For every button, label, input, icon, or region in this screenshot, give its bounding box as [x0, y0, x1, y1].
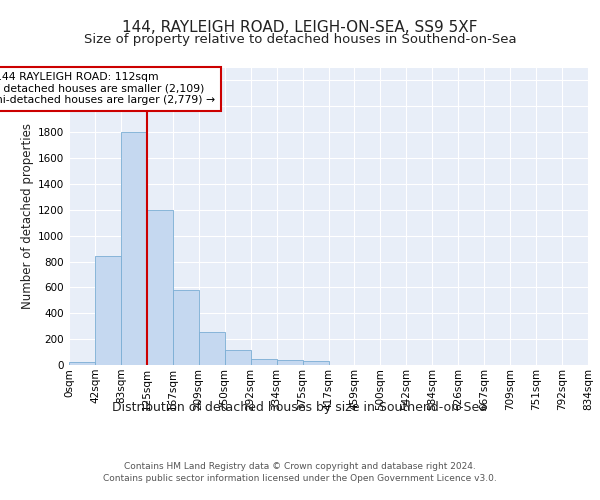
Text: 144 RAYLEIGH ROAD: 112sqm
← 43% of detached houses are smaller (2,109)
57% of se: 144 RAYLEIGH ROAD: 112sqm ← 43% of detac…	[0, 72, 215, 105]
Y-axis label: Number of detached properties: Number of detached properties	[21, 123, 34, 309]
Text: 144, RAYLEIGH ROAD, LEIGH-ON-SEA, SS9 5XF: 144, RAYLEIGH ROAD, LEIGH-ON-SEA, SS9 5X…	[122, 20, 478, 35]
Bar	[251, 359, 277, 365]
Bar	[121, 132, 147, 365]
Bar	[173, 290, 199, 365]
Bar	[302, 361, 329, 365]
Text: Contains HM Land Registry data © Crown copyright and database right 2024.
Contai: Contains HM Land Registry data © Crown c…	[103, 462, 497, 483]
Bar	[199, 332, 224, 365]
Text: Distribution of detached houses by size in Southend-on-Sea: Distribution of detached houses by size …	[113, 401, 487, 414]
Text: Size of property relative to detached houses in Southend-on-Sea: Size of property relative to detached ho…	[83, 34, 517, 46]
Bar	[277, 360, 302, 365]
Bar	[69, 362, 95, 365]
Bar	[225, 350, 251, 365]
Bar	[147, 210, 173, 365]
Bar	[95, 256, 121, 365]
